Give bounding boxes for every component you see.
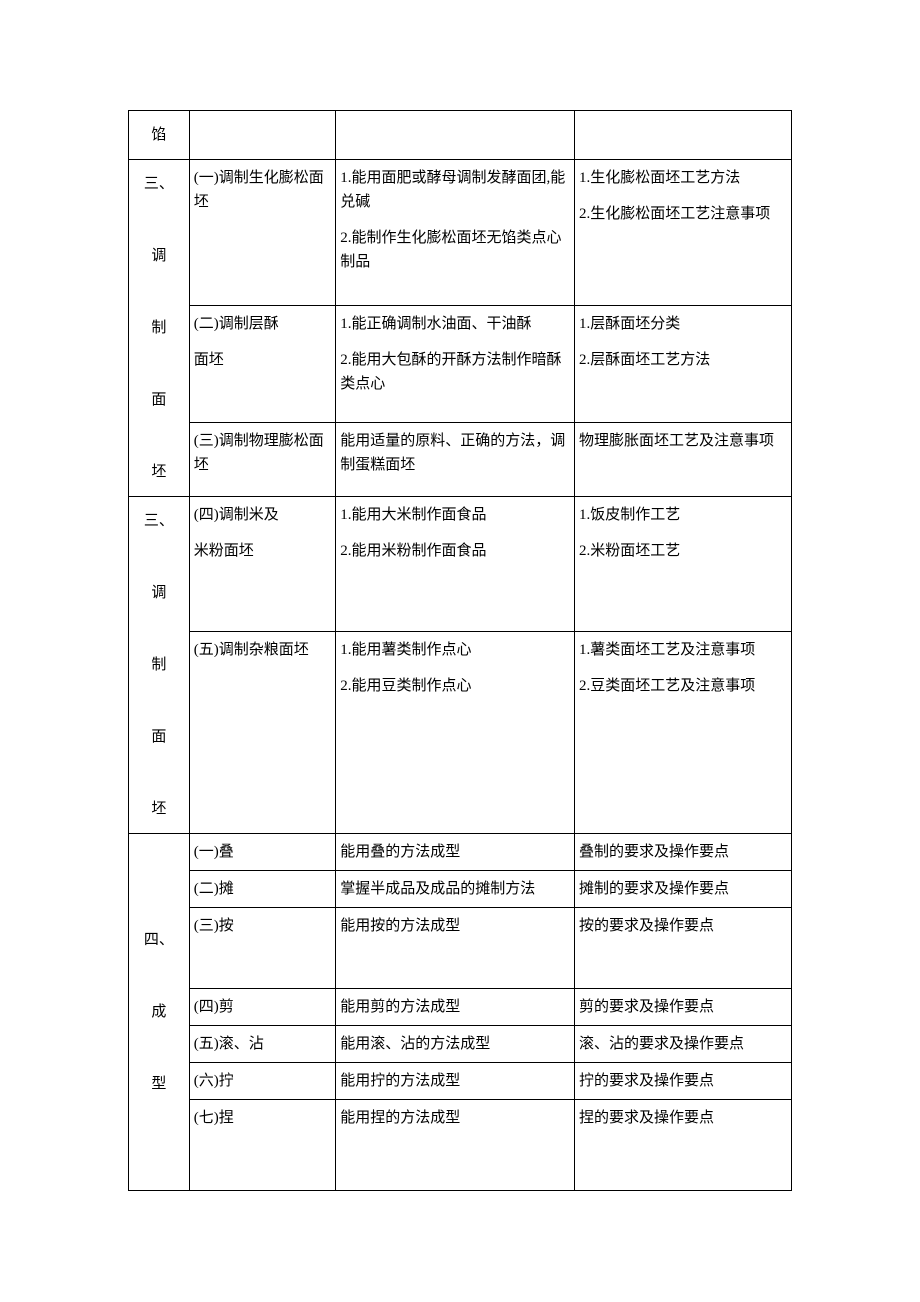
table-row: (二)调制层酥 面坯 1.能正确调制水油面、干油酥 2.能用大包酥的开酥方法制作… (129, 306, 792, 423)
cell-item: (四)调制米及 米粉面坯 (189, 497, 335, 632)
cell-item: (四)剪 (189, 989, 335, 1026)
page-container: 馅 三、调制面坯 (一)调制生化膨松面坯 1.能用面肥或酵母调制发酵面团,能兑碱… (0, 0, 920, 1271)
cell-category: 三、调制面坯 (129, 497, 190, 834)
cell-knowledge: 捏的要求及操作要点 (574, 1100, 791, 1191)
table-row: (六)拧 能用拧的方法成型 拧的要求及操作要点 (129, 1063, 792, 1100)
table-row: 三、调制面坯 (一)调制生化膨松面坯 1.能用面肥或酵母调制发酵面团,能兑碱 2… (129, 160, 792, 306)
cell-item: (五)滚、沾 (189, 1026, 335, 1063)
table-row: 四、成型 (一)叠 能用叠的方法成型 叠制的要求及操作要点 (129, 834, 792, 871)
cell-item: (五)调制杂粮面坯 (189, 632, 335, 834)
cell-item: (六)拧 (189, 1063, 335, 1100)
cell-item: (一)调制生化膨松面坯 (189, 160, 335, 306)
cell-item: (七)捏 (189, 1100, 335, 1191)
cell-item: (三)调制物理膨松面坯 (189, 423, 335, 497)
table-row: (七)捏 能用捏的方法成型 捏的要求及操作要点 (129, 1100, 792, 1191)
table-row: (四)剪 能用剪的方法成型 剪的要求及操作要点 (129, 989, 792, 1026)
cell-item (189, 111, 335, 160)
cell-item: (三)按 (189, 908, 335, 989)
cell-item: (二)摊 (189, 871, 335, 908)
cell-knowledge: 叠制的要求及操作要点 (574, 834, 791, 871)
cell-knowledge: 拧的要求及操作要点 (574, 1063, 791, 1100)
cell-item: (一)叠 (189, 834, 335, 871)
cell-knowledge: 摊制的要求及操作要点 (574, 871, 791, 908)
cell-skill: 能用拧的方法成型 (336, 1063, 575, 1100)
cell-skill: 1.能用薯类制作点心 2.能用豆类制作点心 (336, 632, 575, 834)
cell-skill: 能用叠的方法成型 (336, 834, 575, 871)
table-row: (三)按 能用按的方法成型 按的要求及操作要点 (129, 908, 792, 989)
cell-skill: 1.能正确调制水油面、干油酥 2.能用大包酥的开酥方法制作暗酥类点心 (336, 306, 575, 423)
table-row: (二)摊 掌握半成品及成品的摊制方法 摊制的要求及操作要点 (129, 871, 792, 908)
cell-skill: 1.能用面肥或酵母调制发酵面团,能兑碱 2.能制作生化膨松面坯无馅类点心制品 (336, 160, 575, 306)
cell-knowledge: 1.层酥面坯分类 2.层酥面坯工艺方法 (574, 306, 791, 423)
table-row: (三)调制物理膨松面坯 能用适量的原料、正确的方法，调制蛋糕面坯 物理膨胀面坯工… (129, 423, 792, 497)
cell-skill: 能用滚、沾的方法成型 (336, 1026, 575, 1063)
table-row: 三、调制面坯 (四)调制米及 米粉面坯 1.能用大米制作面食品 2.能用米粉制作… (129, 497, 792, 632)
cell-knowledge: 滚、沾的要求及操作要点 (574, 1026, 791, 1063)
cell-knowledge: 1.饭皮制作工艺 2.米粉面坯工艺 (574, 497, 791, 632)
cell-knowledge: 物理膨胀面坯工艺及注意事项 (574, 423, 791, 497)
cell-knowledge (574, 111, 791, 160)
cell-skill: 1.能用大米制作面食品 2.能用米粉制作面食品 (336, 497, 575, 632)
cell-skill: 能用捏的方法成型 (336, 1100, 575, 1191)
table-row: (五)滚、沾 能用滚、沾的方法成型 滚、沾的要求及操作要点 (129, 1026, 792, 1063)
cell-item: (二)调制层酥 面坯 (189, 306, 335, 423)
table-row: (五)调制杂粮面坯 1.能用薯类制作点心 2.能用豆类制作点心 1.薯类面坯工艺… (129, 632, 792, 834)
skills-table: 馅 三、调制面坯 (一)调制生化膨松面坯 1.能用面肥或酵母调制发酵面团,能兑碱… (128, 110, 792, 1191)
cell-category: 三、调制面坯 (129, 160, 190, 497)
cell-knowledge: 剪的要求及操作要点 (574, 989, 791, 1026)
cell-skill: 掌握半成品及成品的摊制方法 (336, 871, 575, 908)
cell-skill: 能用适量的原料、正确的方法，调制蛋糕面坯 (336, 423, 575, 497)
table-row: 馅 (129, 111, 792, 160)
cell-knowledge: 按的要求及操作要点 (574, 908, 791, 989)
cell-knowledge: 1.生化膨松面坯工艺方法 2.生化膨松面坯工艺注意事项 (574, 160, 791, 306)
cell-skill: 能用剪的方法成型 (336, 989, 575, 1026)
cell-skill (336, 111, 575, 160)
cell-category: 馅 (129, 111, 190, 160)
cell-category: 四、成型 (129, 834, 190, 1191)
cell-knowledge: 1.薯类面坯工艺及注意事项 2.豆类面坯工艺及注意事项 (574, 632, 791, 834)
cell-skill: 能用按的方法成型 (336, 908, 575, 989)
